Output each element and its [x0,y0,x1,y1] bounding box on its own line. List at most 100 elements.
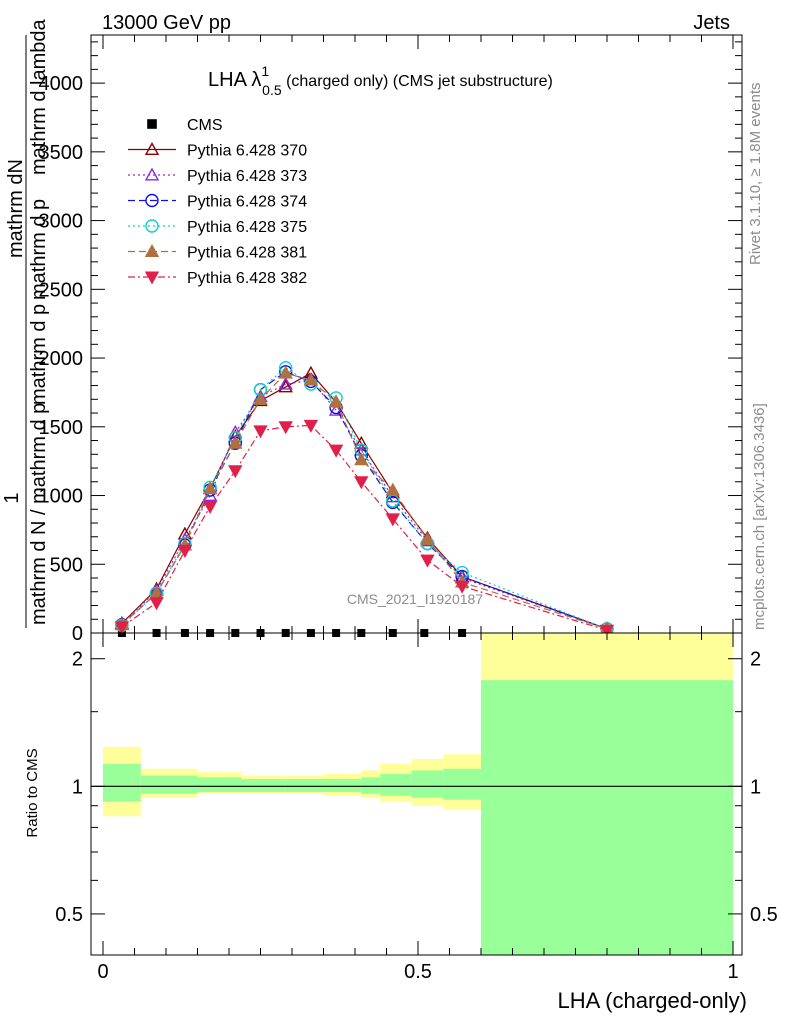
main-y-axis: 0 500 1000 1500 2000 2500 3000 3500 4000 [39,41,742,645]
ratio-band-green [443,768,481,800]
legend-label: Pythia 6.428 374 [187,194,307,211]
data-point [253,425,268,439]
data-point [202,481,218,495]
legend-item: Pythia 6.428 370 [128,142,307,160]
main-y-label: 1 mathrm dN mathrm d p mathrm d lambda m… [1,19,50,628]
data-point [328,444,344,458]
data-point [328,394,344,408]
data-point [278,376,293,390]
xtick-label: 0.5 [404,961,432,983]
data-point [420,532,435,546]
xtick-label: 0 [97,961,108,983]
legend-marker [145,219,159,233]
legend-item: Pythia 6.428 375 [128,219,307,236]
legend-marker [144,244,160,257]
data-point [149,597,164,611]
xtick-label: 1 [727,961,738,983]
data-point [278,379,293,393]
series-line [121,379,608,630]
legend-label: Pythia 6.428 373 [187,168,307,185]
ratio-ytick-label-right: 0.5 [750,904,778,926]
main-x-axis [102,35,734,633]
chart-title: LHA λ1 0.5 (charged only) (CMS jet substr… [208,63,553,98]
main-ytick-label: 0 [72,623,83,645]
data-point [303,372,319,386]
legend-item: Pythia 6.428 382 [128,270,307,287]
data-point [328,402,344,416]
legend-item: Pythia 6.428 374 [128,194,307,211]
ratio-bands [103,633,733,955]
ratio-band-green [285,779,324,792]
data-point [354,452,369,466]
data-point [202,501,218,514]
main-ytick-label: 1000 [39,486,84,508]
legend-label: Pythia 6.428 370 [187,143,307,160]
main-ytick-label: 3000 [39,211,84,233]
data-point [253,391,268,405]
series-line [121,424,608,631]
data-point [228,435,243,449]
series-line [121,372,608,630]
legend-label: Pythia 6.428 375 [187,219,307,236]
ratio-ytick-label: 0.5 [55,904,83,926]
ratio-band-green [103,763,141,802]
header: 13000 GeV pp Jets [102,12,730,34]
ratio-band-green [140,775,198,794]
ylabel-top-numerator: mathrm dN [5,159,27,258]
legend-marker [144,142,160,156]
ylabel-bottom-rest: mathrm d p [28,304,50,405]
ratio-ytick-label-right: 1 [750,776,761,798]
ratio-ytick-label-right: 2 [750,649,761,671]
legend-label: CMS [187,117,223,134]
data-point [278,421,293,435]
main-ytick-label: 3500 [39,142,84,164]
data-point [303,419,319,433]
legend-item: Pythia 6.428 373 [128,167,307,185]
data-point [385,513,400,527]
data-point [177,545,193,558]
ratio-band-green [361,777,381,794]
ratio-y-label: Ratio to CMS [24,748,41,837]
ratio-band-green [411,770,444,798]
legend-item: CMS [147,117,223,134]
ratio-band-green [380,773,412,796]
series-6 [114,419,615,638]
x-axis-label: LHA (charged-only) [557,988,747,1013]
ratio-band-green [241,779,286,792]
ylabel-top-denominator-rest: mathrm d lambda [28,19,50,175]
main-ytick-label: 1500 [39,417,84,439]
legend-marker [145,193,159,208]
ratio-band-green [323,779,362,792]
data-point [278,365,293,379]
data-point [354,435,369,449]
legend-label: Pythia 6.428 382 [187,270,307,287]
legend-marker [144,271,160,285]
ratio-y-axis: 0.5 0.5 1 1 2 2 [55,649,778,926]
main-ytick-label: 2500 [39,279,84,301]
ylabel-one: 1 [1,492,23,503]
header-left: 13000 GeV pp [102,12,231,34]
ratio-ytick-label: 2 [72,649,83,671]
mcplots-label: mcplots.cern.ch [arXiv:1306.3436] [751,403,768,630]
ylabel-top-denominator: mathrm d p [28,199,50,300]
ratio-band-green [481,680,733,955]
data-point [114,621,130,635]
legend-marker [147,119,157,129]
main-ytick-label: 500 [50,554,83,576]
ratio-frame [90,632,743,956]
data-point [420,554,435,568]
legend-item: Pythia 6.428 381 [128,244,307,262]
ratio-x-axis: 0 0.5 1 [97,633,739,983]
legend-marker [144,167,160,181]
data-point [454,580,470,594]
series-line [121,366,608,630]
watermark: CMS_2021_I1920187 [347,591,483,607]
rivet-label: Rivet 3.1.10, ≥ 1.8M events [747,83,764,266]
ratio-ytick-label: 1 [72,776,83,798]
ylabel-bottom: mathrm d N / mathrm d p [28,403,50,625]
main-ytick-label: 2000 [39,348,84,370]
data-point [599,624,615,638]
legend-label: Pythia 6.428 381 [187,245,307,262]
data-point [385,482,400,496]
